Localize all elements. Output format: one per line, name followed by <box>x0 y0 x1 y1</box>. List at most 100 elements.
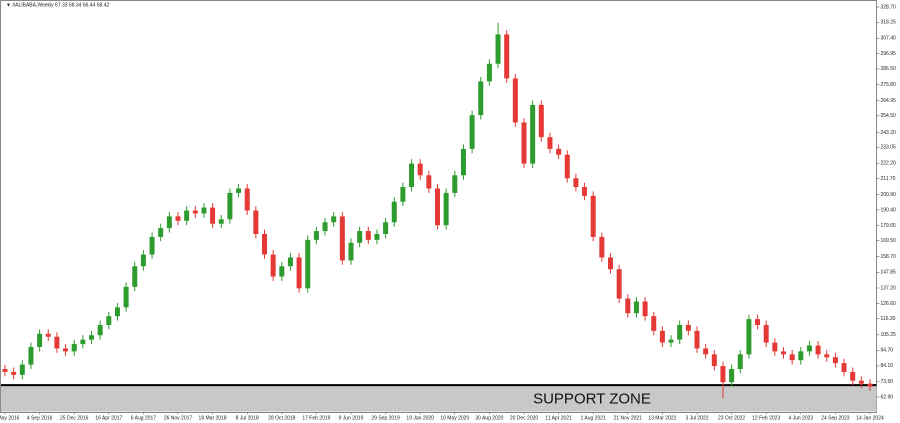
candle-body <box>305 239 311 289</box>
candle-body <box>11 371 17 375</box>
x-tick-label: 20 May 2016 <box>0 415 20 421</box>
x-tick-label: 16 Apr 2017 <box>95 415 122 421</box>
candle-body <box>322 222 328 232</box>
candle-body <box>832 357 838 364</box>
candle-body <box>460 148 466 176</box>
candle-body <box>806 345 812 352</box>
candle-body <box>495 34 501 64</box>
x-tick-label: 24 Sep 2023 <box>821 415 850 421</box>
candle-body <box>547 137 553 149</box>
y-tick-label: 179.65 <box>881 223 897 229</box>
y-tick-label: 137.20 <box>881 285 897 291</box>
x-tick-label: 29 Sep 2019 <box>371 415 400 421</box>
candle-body <box>80 339 86 345</box>
candle-body <box>158 228 164 237</box>
candle-body <box>737 354 743 369</box>
candle-body <box>815 345 821 355</box>
support-zone-layer: SUPPORT ZONE <box>1 384 877 412</box>
candle-body <box>106 316 112 325</box>
y-tick-label: 84.10 <box>881 363 894 369</box>
candle-body <box>858 380 864 384</box>
candle-body <box>262 233 267 255</box>
candle-body <box>642 301 648 317</box>
candle-body <box>114 307 120 317</box>
x-tick-label: 20 Dec 2020 <box>510 415 539 421</box>
candle-body <box>426 175 432 189</box>
x-tick-label: 21 Nov 2021 <box>614 415 643 421</box>
candle-body <box>711 354 717 367</box>
candle-body <box>28 346 34 365</box>
candle-body <box>400 187 406 202</box>
candle-body <box>45 333 51 337</box>
candle-body <box>210 207 216 224</box>
y-tick-label: 275.80 <box>881 82 897 88</box>
axes: 328.70 318.25 307.40 296.95 286.50 275.80 264.… <box>0 4 896 421</box>
candle-body <box>201 207 207 214</box>
x-tick-label: 30 Aug 2020 <box>475 415 503 421</box>
candle-body <box>720 366 726 383</box>
candle-body <box>772 342 778 352</box>
candle-body <box>19 364 25 375</box>
candle-body <box>590 195 596 237</box>
candles <box>2 22 873 399</box>
candle-body <box>867 383 873 387</box>
x-tick-label: 8 Jul 2018 <box>236 415 259 421</box>
candle-body <box>339 216 345 261</box>
candle-body <box>781 351 786 355</box>
y-tick-label: 286.50 <box>881 66 897 72</box>
candle-body <box>331 216 337 223</box>
y-tick-label: 318.25 <box>881 20 897 26</box>
y-tick-label: 169.50 <box>881 238 897 244</box>
candle-body <box>313 231 319 240</box>
x-tick-label: 25 Dec 2016 <box>60 415 89 421</box>
candle-body <box>279 266 285 277</box>
candle-body <box>841 363 847 372</box>
candle-body <box>140 254 146 267</box>
candle-body <box>435 188 440 226</box>
candle-body <box>348 242 354 261</box>
y-tick-label: 158.70 <box>881 254 897 260</box>
x-tick-label: 18 Mar 2018 <box>199 415 227 421</box>
candle-body <box>478 81 484 116</box>
x-tick-label: 3 Jul 2022 <box>685 415 708 421</box>
candle-body <box>184 210 190 221</box>
candle-body <box>608 257 613 270</box>
candle-body <box>729 368 735 383</box>
candle-body <box>443 192 449 226</box>
x-tick-label: 6 Aug 2017 <box>131 415 157 421</box>
y-tick-label: 211.70 <box>881 176 896 182</box>
candle-body <box>798 351 804 361</box>
candle-body <box>374 233 380 240</box>
y-tick-label: 222.20 <box>881 161 897 167</box>
candle-body <box>668 339 674 343</box>
candle-body <box>166 216 172 229</box>
y-tick-label: 296.95 <box>881 51 897 57</box>
x-tick-label: 17 Feb 2019 <box>302 415 330 421</box>
candle-body <box>2 368 8 372</box>
y-tick-label: 254.50 <box>881 113 897 119</box>
candle-body <box>270 254 276 277</box>
candle-body <box>512 78 518 123</box>
candle-body <box>54 336 60 349</box>
y-tick-label: 307.40 <box>881 36 897 42</box>
candle-body <box>486 63 492 82</box>
x-tick-label: 23 Oct 2022 <box>718 415 745 421</box>
x-tick-label: 28 Oct 2018 <box>268 415 295 421</box>
x-tick-label: 26 Nov 2017 <box>164 415 193 421</box>
candle-body <box>391 201 397 223</box>
y-tick-label: 126.60 <box>881 301 897 307</box>
candle-body <box>227 192 233 220</box>
candle-body <box>530 104 536 164</box>
candle-body <box>71 344 77 352</box>
candle-body <box>89 335 94 340</box>
candle-body <box>192 210 198 214</box>
candle-body <box>63 348 69 352</box>
x-tick-label: 12 Feb 2023 <box>752 415 780 421</box>
y-tick-label: 233.05 <box>881 145 897 151</box>
x-tick-label: 19 Jan 2020 <box>406 415 434 421</box>
candle-body <box>789 354 795 361</box>
support-zone-label: SUPPORT ZONE <box>533 390 651 407</box>
candle-body <box>659 330 665 343</box>
candle-body <box>582 187 588 196</box>
candle-body <box>556 148 562 155</box>
